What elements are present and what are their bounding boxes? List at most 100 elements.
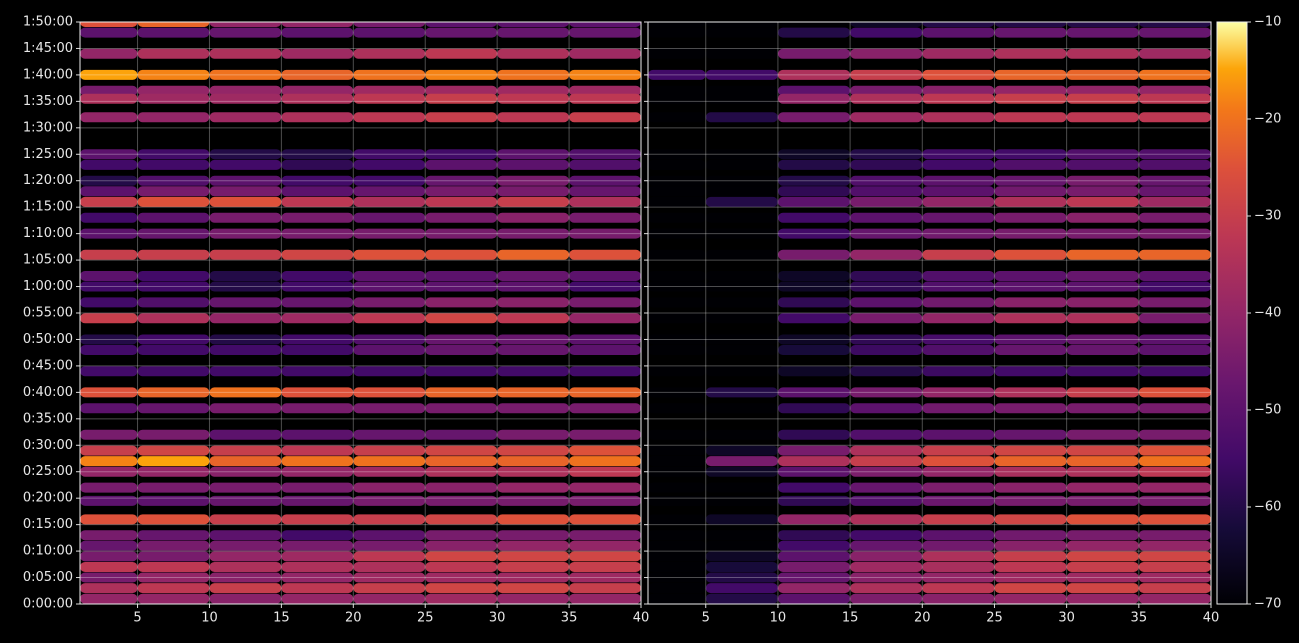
heat-cell <box>1138 297 1211 308</box>
heat-cell <box>705 495 778 506</box>
heat-cell <box>994 186 1067 197</box>
heat-cell <box>497 540 570 551</box>
heat-cell <box>137 85 210 96</box>
heatmap-cells <box>648 22 1211 604</box>
heat-cell <box>137 281 210 292</box>
heat-cell <box>705 551 778 562</box>
heat-cell <box>80 514 138 525</box>
heat-cell <box>648 270 706 281</box>
heat-cell <box>209 387 282 398</box>
heat-cell <box>648 249 706 260</box>
heat-cell <box>777 281 851 292</box>
heat-cell <box>777 387 851 398</box>
heat-cell <box>1138 403 1211 414</box>
heat-cell <box>353 159 426 170</box>
heat-cell <box>777 593 851 604</box>
x-tick-label: 15 <box>273 611 290 626</box>
heat-cell <box>569 456 641 467</box>
x-tick-label: 30 <box>489 611 506 626</box>
y-tick-label: 1:50:00 <box>23 15 73 30</box>
heat-cell <box>137 93 210 104</box>
heat-cell <box>353 551 426 562</box>
heat-cell <box>1138 583 1211 594</box>
heat-cell <box>850 69 923 80</box>
heat-cell <box>209 159 282 170</box>
heat-cell <box>569 551 641 562</box>
heat-cell <box>137 530 210 541</box>
heat-cell <box>777 514 851 525</box>
heat-cell <box>425 456 498 467</box>
heat-cell <box>1066 112 1139 123</box>
heat-cell <box>425 514 498 525</box>
heat-cell <box>569 112 641 123</box>
heat-cell <box>497 159 570 170</box>
heat-cell <box>1066 540 1139 551</box>
heat-cell <box>80 387 138 398</box>
heat-cell <box>80 561 138 572</box>
heat-cell <box>281 429 354 440</box>
heat-cell <box>209 495 282 506</box>
heat-cell <box>777 403 851 414</box>
heat-cell <box>281 366 354 377</box>
heat-cell <box>1138 22 1211 27</box>
heat-cell <box>777 27 851 38</box>
heat-cell <box>850 334 923 345</box>
heat-cell <box>137 212 210 223</box>
heat-cell <box>497 175 570 186</box>
heat-cell <box>425 313 498 324</box>
heat-cell <box>648 445 706 456</box>
heat-cell <box>705 313 778 324</box>
heat-cell <box>994 159 1067 170</box>
heat-cell <box>80 583 138 594</box>
colorbar-tick-label: −20 <box>1254 112 1281 127</box>
heat-cell <box>777 249 851 260</box>
y-tick-label: 0:45:00 <box>23 358 73 373</box>
heat-cell <box>497 69 570 80</box>
heat-cell <box>137 593 210 604</box>
x-tick-label: 10 <box>770 611 787 626</box>
heat-cell <box>648 540 706 551</box>
heat-cell <box>922 149 995 160</box>
heat-cell <box>648 514 706 525</box>
heat-cell <box>994 297 1067 308</box>
y-tick-label: 1:35:00 <box>23 94 73 109</box>
y-tick-label: 1:00:00 <box>23 279 73 294</box>
heat-cell <box>850 175 923 186</box>
heat-cell <box>569 514 641 525</box>
heat-cell <box>80 281 138 292</box>
heat-cell <box>209 85 282 96</box>
heat-cell <box>648 572 706 583</box>
heat-cell <box>80 297 138 308</box>
heat-cell <box>281 313 354 324</box>
heat-cell <box>1066 551 1139 562</box>
heat-cell <box>648 27 706 38</box>
heat-cell <box>137 445 210 456</box>
heat-cell <box>569 445 641 456</box>
heat-cell <box>922 249 995 260</box>
heat-cell <box>281 345 354 356</box>
heat-cell <box>137 403 210 414</box>
heat-cell <box>353 345 426 356</box>
x-tick-label: 15 <box>842 611 859 626</box>
heat-cell <box>353 540 426 551</box>
heat-cell <box>850 514 923 525</box>
heat-cell <box>705 530 778 541</box>
heat-cell <box>80 249 138 260</box>
heat-cell <box>1066 593 1139 604</box>
heat-cell <box>922 466 995 477</box>
heat-cell <box>80 466 138 477</box>
heat-cell <box>425 403 498 414</box>
heat-cell <box>497 482 570 493</box>
heat-cell <box>281 593 354 604</box>
heat-cell <box>569 149 641 160</box>
heat-cell <box>1138 196 1211 207</box>
heat-cell <box>281 22 354 27</box>
heat-cell <box>994 313 1067 324</box>
heat-cell <box>1138 186 1211 197</box>
heat-cell <box>777 456 851 467</box>
heat-cell <box>777 149 851 160</box>
heat-cell <box>137 572 210 583</box>
heat-cell <box>648 530 706 541</box>
heat-cell <box>80 366 138 377</box>
heat-cell <box>850 186 923 197</box>
